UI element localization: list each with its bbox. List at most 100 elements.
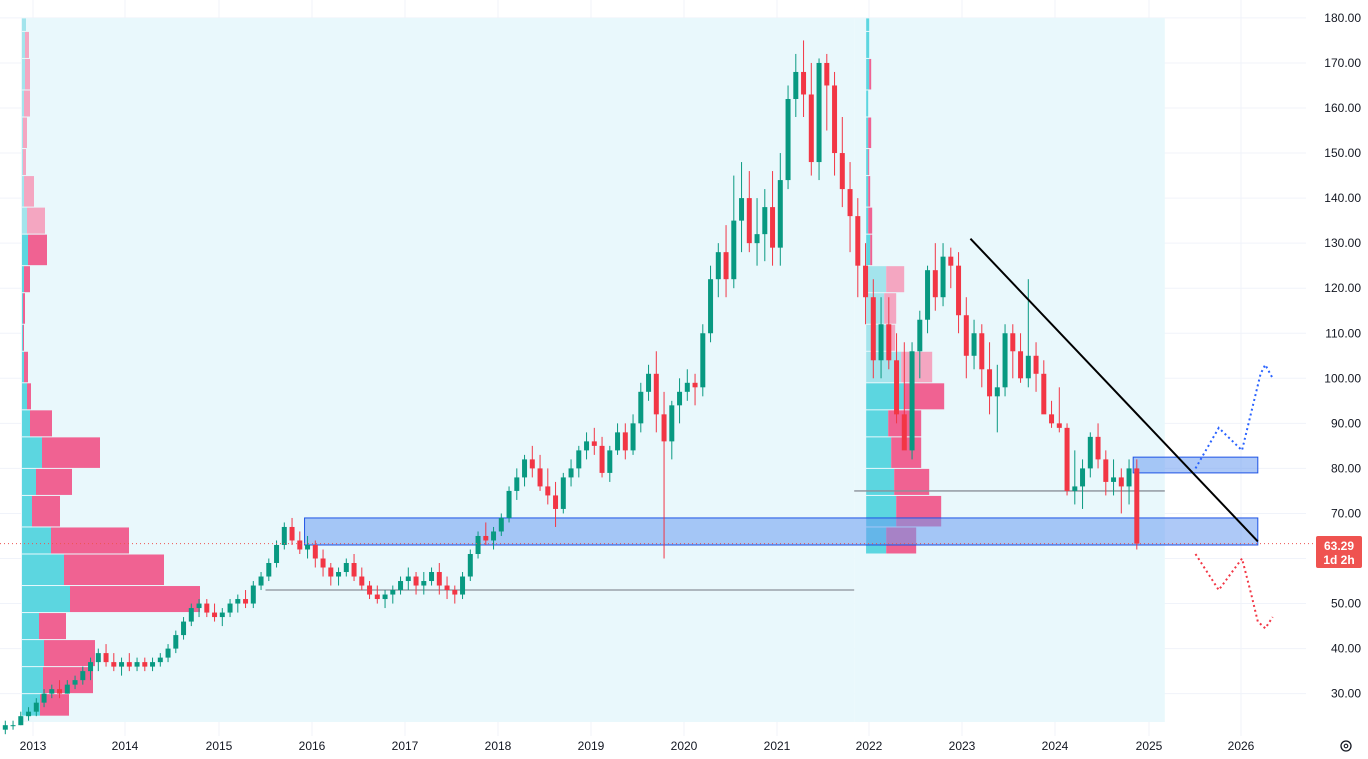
settings-icon[interactable] xyxy=(1340,740,1352,752)
last-price-badge: 63.29 1d 2h xyxy=(1316,536,1362,568)
y-tick-label: 110.00 xyxy=(1325,326,1361,340)
candle-body xyxy=(219,612,225,618)
x-tick-label: 2014 xyxy=(112,739,139,753)
candle xyxy=(1056,387,1062,433)
candle-body xyxy=(824,62,830,86)
candle xyxy=(382,590,388,609)
candle-body xyxy=(460,576,466,595)
candle xyxy=(227,599,233,618)
candle-body xyxy=(653,373,659,415)
candle xyxy=(88,657,94,681)
volume-bar-up xyxy=(22,18,26,31)
x-tick-label: 2024 xyxy=(1042,739,1069,753)
candle-body xyxy=(832,85,838,154)
candle xyxy=(692,373,698,406)
candle xyxy=(204,599,210,618)
candle-body xyxy=(49,689,55,694)
candle xyxy=(506,486,512,523)
y-axis[interactable]: 30.0040.0050.0060.0070.0080.0090.00100.0… xyxy=(1324,11,1361,701)
candle-body xyxy=(514,477,520,491)
candle xyxy=(49,684,55,699)
candle-body xyxy=(351,563,357,577)
y-tick-label: 80.00 xyxy=(1331,461,1361,475)
candle-body xyxy=(529,459,535,469)
candle xyxy=(405,567,411,591)
candle xyxy=(599,436,605,478)
volume-bar-down xyxy=(32,495,60,527)
bullish-projection-path[interactable] xyxy=(1194,362,1274,469)
x-axis[interactable]: 2013 2014 2015 2016 2017 2018 2019 2020 2021 2022… xyxy=(20,739,1255,753)
y-tick-label: 130.00 xyxy=(1324,236,1361,250)
candle xyxy=(421,572,427,595)
candle xyxy=(460,572,466,600)
candle-body xyxy=(398,581,404,591)
candle xyxy=(545,468,551,505)
candle xyxy=(1095,423,1101,469)
volume-bar-down xyxy=(868,207,873,234)
volume-bar-down xyxy=(24,351,28,383)
candle-body xyxy=(72,680,78,685)
candle xyxy=(971,319,977,370)
volume-bar-down xyxy=(869,58,872,90)
volume-bar-up xyxy=(22,613,39,640)
candle xyxy=(801,40,807,118)
candle xyxy=(762,189,768,262)
candle-body xyxy=(173,635,179,649)
volume-bar-up xyxy=(22,207,27,234)
y-tick-label: 170.00 xyxy=(1324,56,1361,70)
candle-body xyxy=(10,725,16,727)
volume-bar-down xyxy=(23,149,26,176)
support-zone-lower[interactable] xyxy=(304,517,1259,546)
candle xyxy=(607,445,613,482)
candle xyxy=(522,454,528,487)
y-tick-label: 160.00 xyxy=(1324,101,1361,115)
candle-body xyxy=(142,662,148,667)
candle xyxy=(987,342,993,415)
descending-trendline[interactable] xyxy=(969,237,1259,543)
candle xyxy=(917,310,923,379)
candle xyxy=(514,468,520,500)
candle-body xyxy=(754,234,760,244)
x-tick-label: 2019 xyxy=(578,739,605,753)
candle xyxy=(1033,342,1039,392)
candle xyxy=(281,522,287,550)
volume-bar-down xyxy=(27,207,45,234)
candle xyxy=(95,648,101,672)
candle xyxy=(669,400,675,460)
candle xyxy=(196,599,202,618)
volume-bar-down xyxy=(901,351,933,383)
candle xyxy=(529,445,535,478)
candle-body xyxy=(374,594,380,600)
candle xyxy=(847,162,853,253)
volume-bar-down xyxy=(23,324,24,351)
candle-body xyxy=(979,333,985,370)
drawings[interactable] xyxy=(0,237,1316,630)
candle-body xyxy=(669,405,675,442)
volume-bar-up xyxy=(22,495,32,527)
candle xyxy=(359,567,365,591)
resistance-zone-upper[interactable] xyxy=(1132,456,1259,474)
candle-body xyxy=(746,198,752,244)
candle-body xyxy=(328,567,334,577)
candle xyxy=(909,342,915,460)
candle-body xyxy=(932,270,938,298)
candle-body xyxy=(808,94,814,163)
candle-body xyxy=(971,333,977,356)
volume-bar-up xyxy=(22,527,51,554)
candle xyxy=(498,513,504,536)
candle xyxy=(343,558,349,577)
candle xyxy=(661,391,667,559)
candle-body xyxy=(1087,436,1093,469)
candle-body xyxy=(1095,436,1101,460)
volume-bar-down xyxy=(36,468,72,495)
candle xyxy=(824,53,830,131)
y-tick-label: 120.00 xyxy=(1324,281,1361,295)
candle-body xyxy=(305,544,311,550)
candle xyxy=(808,62,814,176)
candle xyxy=(126,653,132,672)
candle xyxy=(1010,324,1016,379)
candle-body xyxy=(723,252,729,280)
candle xyxy=(615,423,621,455)
zones[interactable] xyxy=(304,456,1259,546)
